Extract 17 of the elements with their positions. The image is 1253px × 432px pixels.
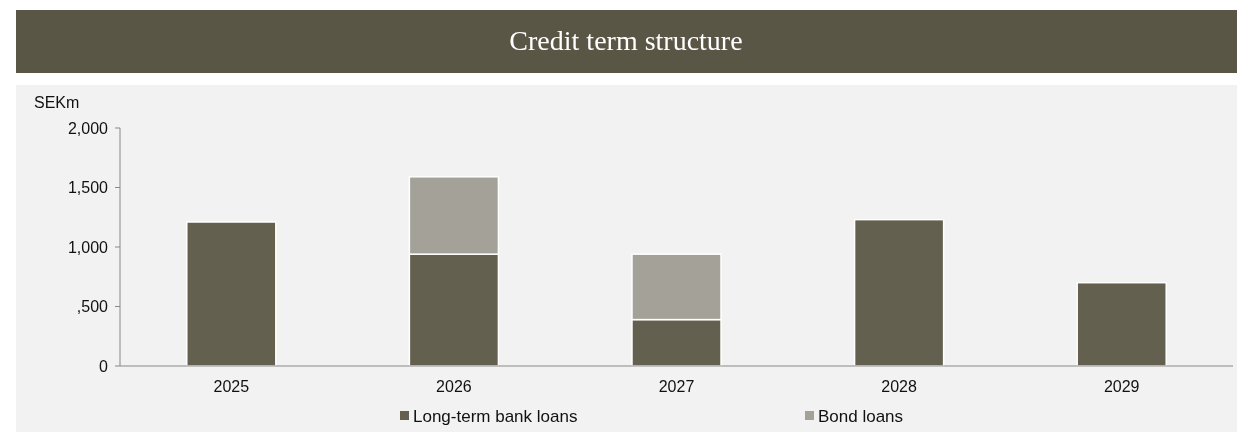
- y-tick-label: ,500: [76, 298, 109, 316]
- y-tick-label: 1,500: [67, 179, 109, 197]
- legend-label: Long-term bank loans: [413, 406, 578, 426]
- x-tick-label: 2025: [213, 378, 250, 395]
- y-tick-label: 2,000: [67, 119, 109, 137]
- legend-label: Bond loans: [818, 406, 904, 426]
- x-tick-label: 2029: [1103, 378, 1140, 395]
- x-tick-label: 2027: [658, 378, 695, 395]
- y-tick-label: 1,000: [67, 238, 109, 256]
- y-tick-label: 0: [99, 357, 109, 375]
- y-axis-title: SEKm: [34, 94, 80, 111]
- bar: [1076, 281, 1167, 367]
- x-tick-label: 2028: [881, 378, 917, 395]
- chart-title: Credit term structure: [509, 25, 743, 56]
- x-tick-label: 2026: [436, 378, 472, 395]
- bar: [186, 221, 277, 367]
- bar: [853, 218, 945, 367]
